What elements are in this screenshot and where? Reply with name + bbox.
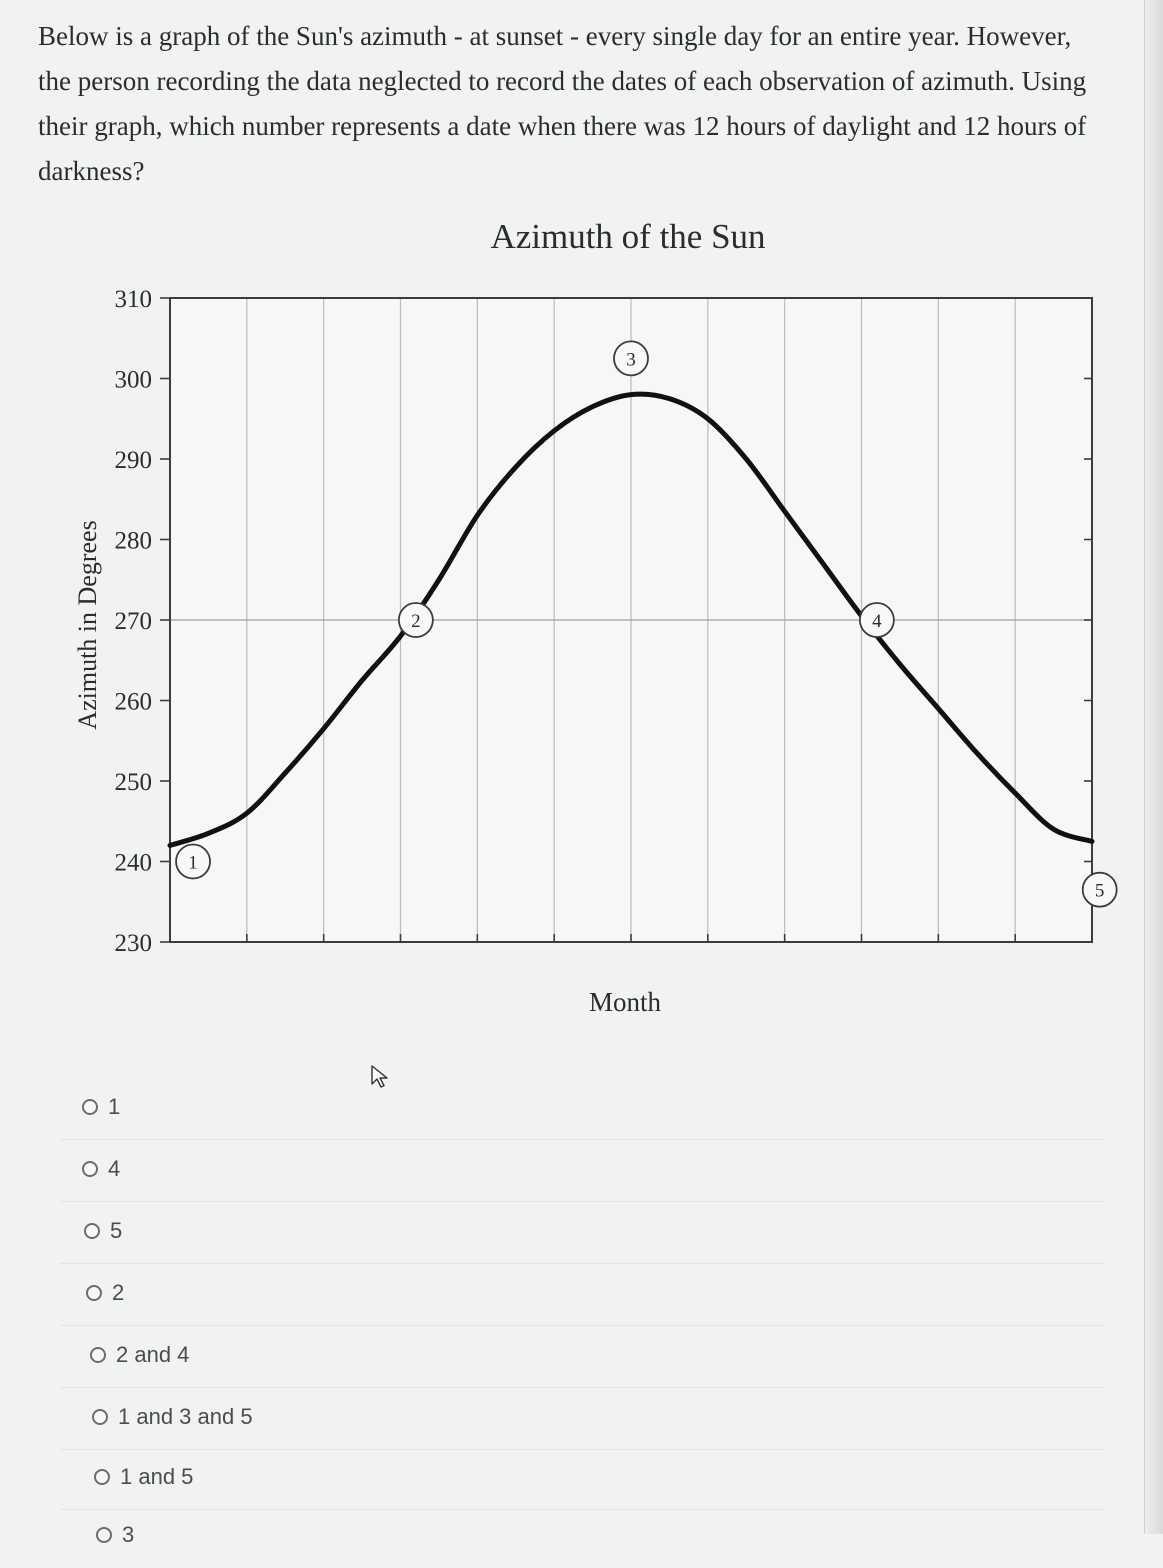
option-row: 5 [0, 1204, 1125, 1264]
option-row: 2 [0, 1266, 1125, 1326]
marker-circle-1 [175, 843, 211, 880]
question-text: Below is a graph of the Sun's azimuth - … [38, 14, 1158, 194]
y-tick-label: 260 [115, 689, 153, 716]
divider [60, 1263, 1105, 1264]
divider [60, 1449, 1105, 1450]
option-row: 3 [0, 1508, 1125, 1568]
radio-button[interactable] [84, 1223, 100, 1239]
answer-options: 1 4 5 2 2 and 4 1 and 3 and 5 [0, 1080, 1163, 1547]
option-row: 1 and 3 and 5 [0, 1390, 1125, 1450]
question-line-1: Below is a graph of the Sun's azimuth - … [38, 21, 1072, 51]
marker-circle-3 [613, 340, 649, 377]
option-label: 1 and 3 and 5 [118, 1404, 253, 1429]
option-label: 2 and 4 [116, 1342, 190, 1367]
mouse-pointer-icon [371, 1065, 388, 1088]
option-4[interactable]: 4 [82, 1156, 120, 1182]
question-line-3: their graph, which number represents a d… [38, 111, 1087, 141]
radio-button[interactable] [90, 1347, 106, 1363]
y-tick-label: 270 [115, 608, 153, 635]
option-row: 1 [0, 1080, 1125, 1140]
option-5[interactable]: 5 [84, 1218, 122, 1244]
radio-button[interactable] [86, 1285, 102, 1301]
option-label: 3 [122, 1522, 135, 1547]
marker-label-5: 5 [1095, 881, 1105, 902]
divider [60, 1387, 1105, 1388]
option-1-and-5[interactable]: 1 and 5 [94, 1464, 193, 1490]
option-2-and-4[interactable]: 2 and 4 [90, 1342, 189, 1368]
y-tick-label: 240 [115, 850, 153, 877]
y-tick-label: 230 [115, 930, 153, 957]
y-axis-label: Azimuth in Degrees [73, 520, 102, 729]
radio-button[interactable] [92, 1409, 108, 1425]
divider [60, 1139, 1105, 1140]
azimuth-series-line [167, 391, 1095, 848]
option-2[interactable]: 2 [86, 1280, 124, 1306]
radio-button[interactable] [96, 1527, 112, 1543]
y-tick-label: 300 [115, 367, 153, 394]
y-tick-label: 290 [115, 447, 153, 474]
option-3[interactable]: 3 [96, 1522, 134, 1548]
option-label: 1 [108, 1094, 121, 1119]
marker-label-2: 2 [411, 611, 421, 632]
window-edge [1144, 0, 1163, 1534]
chart-title: Azimuth of the Sun [490, 217, 765, 256]
azimuth-chart: Azimuth of the Sun Azimuth in Degrees Mo… [73, 217, 1118, 1017]
marker-circle-2 [397, 602, 434, 638]
y-tick-label: 310 [115, 286, 153, 313]
y-tick-label: 250 [115, 769, 153, 796]
radio-button[interactable] [82, 1161, 98, 1177]
marker-label-3: 3 [626, 349, 636, 370]
option-label: 4 [108, 1156, 121, 1181]
radio-button[interactable] [94, 1469, 110, 1485]
marker-circle-4 [858, 602, 895, 638]
question-line-4: darkness? [38, 156, 145, 186]
question-line-2: the person recording the data neglected … [38, 66, 1087, 96]
marker-circle-5 [1081, 871, 1118, 908]
radio-button[interactable] [82, 1099, 98, 1115]
option-row: 1 and 5 [0, 1450, 1125, 1510]
option-label: 1 and 5 [120, 1464, 194, 1489]
marker-label-1: 1 [188, 853, 198, 874]
option-label: 5 [110, 1218, 123, 1243]
y-tick-label: 280 [115, 528, 153, 555]
divider [60, 1201, 1105, 1202]
divider [60, 1509, 1105, 1510]
x-axis-label: Month [589, 987, 662, 1017]
marker-label-4: 4 [872, 611, 882, 632]
option-1[interactable]: 1 [82, 1094, 120, 1120]
option-row: 2 and 4 [0, 1328, 1125, 1388]
option-row: 4 [0, 1142, 1125, 1202]
divider [60, 1325, 1105, 1326]
option-1-and-3-and-5[interactable]: 1 and 3 and 5 [92, 1404, 253, 1430]
option-label: 2 [112, 1280, 125, 1305]
